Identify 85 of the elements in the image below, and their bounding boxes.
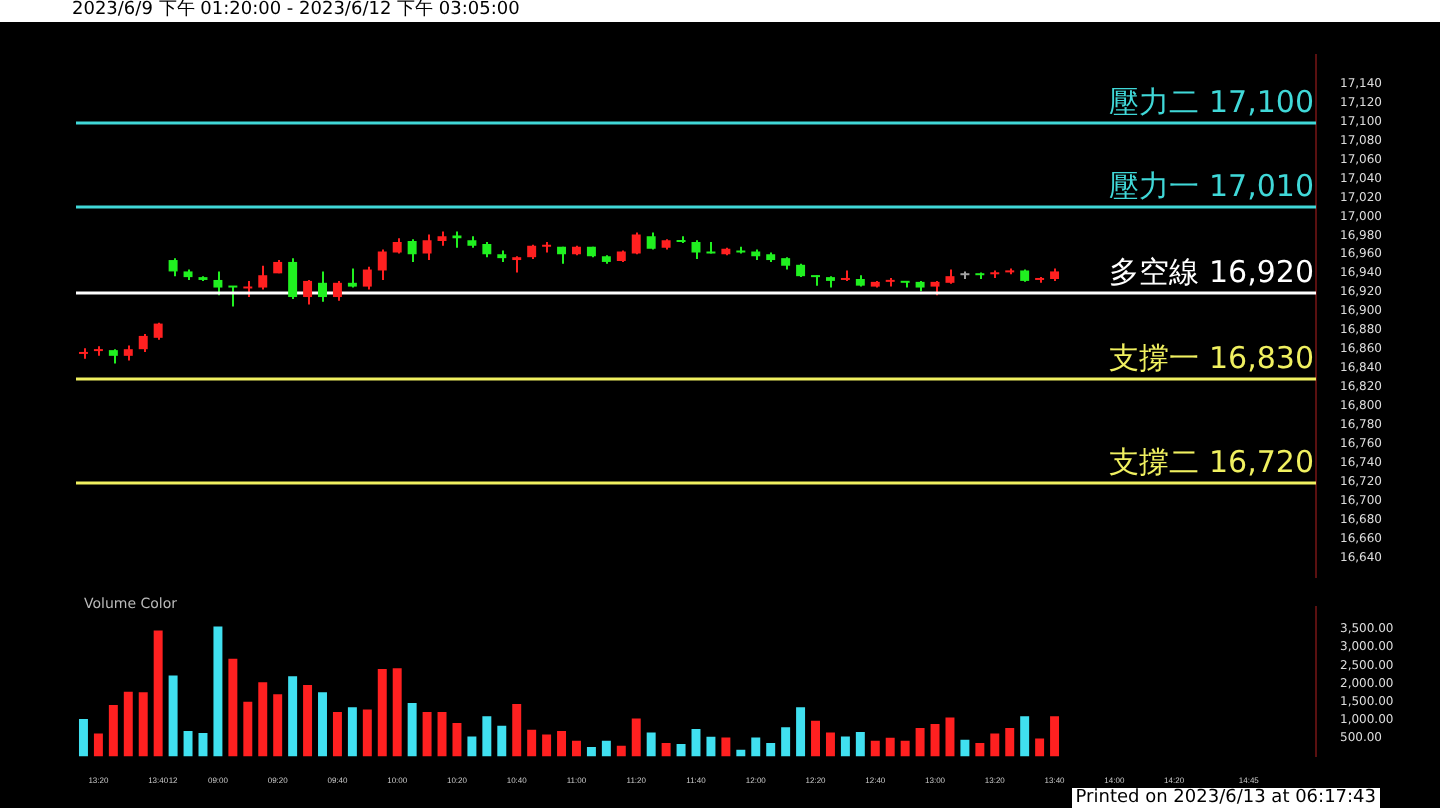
bar	[796, 707, 806, 757]
bar	[1005, 728, 1015, 757]
bar	[303, 685, 313, 757]
chart-title: 2023/6/9 下午 01:20:00 - 2023/6/12 下午 03:05:00	[0, 0, 1440, 22]
candlestick	[303, 278, 313, 306]
bar	[527, 729, 537, 757]
bar	[676, 744, 686, 757]
bar	[138, 692, 148, 757]
bar	[870, 740, 880, 757]
candlestick	[228, 285, 238, 308]
bar	[318, 692, 327, 757]
bar	[108, 705, 118, 757]
bar	[751, 737, 761, 757]
bar	[572, 740, 581, 757]
candlestick	[288, 257, 298, 300]
bar	[885, 737, 895, 757]
candlestick	[362, 265, 372, 291]
ref-line-label: 壓力一 17,010	[1109, 167, 1314, 204]
bar	[586, 746, 596, 757]
candlestick	[631, 231, 641, 256]
bar	[1035, 738, 1045, 757]
bar	[930, 724, 940, 757]
bar	[258, 682, 268, 757]
ref-line-label: 支撐一 16,830	[1109, 339, 1314, 376]
bar	[153, 630, 163, 757]
bar	[631, 718, 641, 757]
bar	[228, 658, 238, 757]
bar	[497, 725, 507, 757]
bar	[422, 712, 432, 757]
bar	[213, 626, 223, 757]
candlestick	[168, 257, 178, 278]
bar	[736, 749, 746, 757]
bar	[512, 704, 522, 757]
bar	[288, 676, 298, 757]
bar	[616, 745, 626, 757]
candlestick	[347, 267, 357, 289]
bar	[168, 675, 178, 757]
bar	[1050, 716, 1060, 757]
bar	[392, 668, 402, 757]
bar	[1020, 716, 1030, 757]
bar	[407, 702, 417, 757]
bar	[945, 717, 955, 757]
bar	[362, 709, 372, 757]
bar	[975, 742, 985, 757]
bar	[347, 707, 357, 757]
bar	[542, 734, 552, 757]
bar	[123, 691, 133, 757]
bar	[273, 694, 283, 757]
bar	[183, 730, 193, 757]
bar	[706, 736, 716, 757]
bar	[960, 739, 970, 757]
bar	[332, 712, 342, 757]
candlestick	[138, 333, 148, 354]
bar	[766, 742, 776, 757]
bar	[467, 736, 477, 757]
bar	[990, 733, 1000, 757]
bar	[452, 722, 462, 757]
candlestick	[318, 270, 327, 303]
bar	[811, 720, 820, 757]
bar	[840, 736, 850, 757]
bar	[78, 718, 88, 757]
bar	[93, 733, 103, 757]
text: Printed on 2023/6/13 at 06:17:43	[1071, 788, 1380, 808]
bar	[437, 712, 447, 757]
candlestick	[332, 279, 342, 302]
bar	[661, 742, 671, 757]
bar	[781, 727, 791, 757]
bar	[601, 740, 611, 757]
bar	[482, 716, 492, 757]
bar	[557, 730, 567, 757]
bar	[855, 732, 865, 757]
bar	[825, 732, 835, 757]
candlestick	[377, 248, 387, 281]
candlestick	[407, 238, 417, 263]
ref-line-label: 支撐二 16,720	[1109, 443, 1314, 480]
bar	[915, 728, 925, 757]
ref-line-label: 多空線 16,920	[1109, 253, 1314, 290]
bar	[646, 732, 656, 757]
bar	[900, 740, 910, 757]
bar	[377, 669, 387, 757]
bar	[243, 701, 253, 757]
candlestick	[422, 233, 432, 262]
candlestick	[258, 264, 268, 291]
bar	[721, 737, 731, 757]
ref-line-label: 壓力二 17,100	[1109, 83, 1314, 120]
